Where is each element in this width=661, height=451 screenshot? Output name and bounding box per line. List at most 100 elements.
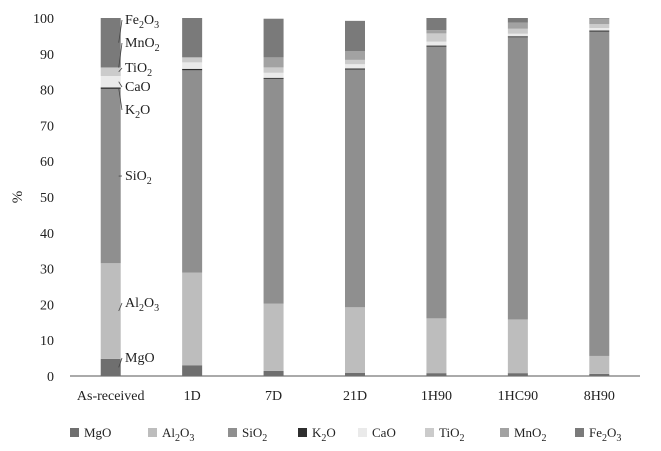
legend-swatch-tio2: [425, 428, 434, 437]
bar-segment-mno2: [507, 22, 528, 29]
y-tick-label: 10: [40, 334, 54, 349]
bar-segment-mno2: [182, 57, 203, 58]
bar-segment-tio2: [100, 67, 121, 76]
legend-label-k2o: K2O: [312, 425, 336, 444]
bar-segment-mno2: [263, 57, 284, 68]
annotation-sio2: SiO2: [125, 169, 152, 187]
bar-segment-mgo: [426, 373, 447, 376]
bar-segment-k2o: [507, 36, 528, 38]
annotation-leader: [118, 67, 123, 73]
bar-segment-al2o3: [345, 307, 365, 373]
bar-segment-sio2: [589, 31, 610, 356]
bar-segment-sio2: [182, 70, 203, 273]
x-tick-label: As-received: [77, 389, 145, 404]
legend-label-mno2: MnO2: [514, 425, 546, 444]
annotation-mno2: MnO2: [125, 36, 160, 54]
bar-segment-fe2o3: [182, 18, 203, 58]
bar-segment-al2o3: [182, 272, 203, 366]
annotation-tio2: TiO2: [125, 61, 152, 79]
bar-segment-cao: [263, 72, 284, 78]
legend-swatch-cao: [358, 428, 367, 437]
bar-segment-mgo: [182, 365, 203, 376]
annotation-fe2o3: Fe2O3: [125, 13, 159, 31]
x-tick-label: 1HC90: [498, 389, 538, 404]
bar-segment-fe2o3: [263, 18, 284, 58]
bar-segment-sio2: [345, 69, 365, 308]
x-tick-label: 7D: [265, 389, 282, 404]
bar-segment-tio2: [426, 33, 447, 42]
legend: MgO Al2O3 SiO2 K2O CaO TiO2 MnO2 Fe2O3: [70, 425, 621, 444]
bar-segment-fe2o3: [426, 18, 447, 31]
y-axis: 0 10 20 30 40 50 60 70 80 90 100%: [10, 12, 640, 385]
bar-segment-mgo: [345, 372, 365, 376]
y-tick-label: 90: [40, 48, 54, 63]
bar-segment-mgo: [589, 373, 610, 376]
bar-segment-cao: [589, 28, 610, 31]
x-tick-label: 8H90: [584, 389, 615, 404]
bar-segment-tio2: [182, 57, 203, 63]
y-tick-label: 80: [40, 84, 54, 99]
bar-segment-sio2: [426, 46, 447, 319]
x-tick-label: 21D: [343, 389, 367, 404]
bar-segment-tio2: [507, 28, 528, 34]
bar-segment-cao: [345, 64, 365, 69]
y-tick-label: 30: [40, 263, 54, 278]
bar-segment-cao: [507, 33, 528, 37]
y-tick-label: 0: [47, 370, 54, 385]
bar-segment-sio2: [100, 88, 121, 264]
legend-label-al2o3: Al2O3: [162, 425, 194, 444]
annotation-leader: [118, 19, 123, 43]
bar-segment-k2o: [100, 87, 121, 89]
annotation-leader: [118, 88, 123, 111]
y-tick-label: 100: [33, 12, 54, 27]
bar-segment-k2o: [426, 45, 447, 47]
bar-segment-sio2: [263, 78, 284, 304]
x-tick-label: 1D: [184, 389, 201, 404]
bar-segment-tio2: [589, 24, 610, 29]
annotation-cao: CaO: [125, 80, 151, 95]
annotation-al2o3: Al2O3: [125, 296, 159, 314]
bar-segment-k2o: [182, 68, 203, 71]
bar-segment-cao: [426, 41, 447, 46]
legend-label-mgo: MgO: [84, 425, 111, 440]
y-tick-label: 20: [40, 298, 54, 313]
y-tick-label: 60: [40, 155, 54, 170]
y-tick-label: 40: [40, 227, 54, 242]
legend-label-sio2: SiO2: [242, 425, 267, 444]
annotation-leader: [118, 81, 123, 88]
legend-label-fe2o3: Fe2O3: [589, 425, 621, 444]
bar-segment-al2o3: [426, 318, 447, 374]
legend-label-tio2: TiO2: [439, 425, 464, 444]
bar-segment-tio2: [345, 59, 365, 65]
bar-segment-fe2o3: [100, 18, 121, 68]
annotation-k2o: K2O: [125, 103, 150, 121]
bar-segment-al2o3: [589, 355, 610, 374]
annotation-mgo: MgO: [125, 351, 155, 366]
bar-segment-mno2: [426, 30, 447, 34]
bar-segment-k2o: [263, 77, 284, 79]
bar-segment-cao: [100, 75, 121, 88]
bar-segment-mgo: [507, 373, 528, 376]
bar-segment-fe2o3: [507, 18, 528, 23]
y-axis-label: %: [10, 191, 26, 204]
legend-swatch-k2o: [298, 428, 307, 437]
annotation-leader: [118, 42, 123, 68]
y-tick-label: 50: [40, 191, 54, 206]
bar-segment-al2o3: [263, 303, 284, 371]
bar-segment-al2o3: [507, 319, 528, 374]
bar-segment-k2o: [345, 68, 365, 70]
bar-segment-mgo: [100, 358, 121, 376]
annotation-leader: [118, 357, 123, 368]
bar-segment-mno2: [345, 51, 365, 60]
x-tick-label: 1H90: [421, 389, 452, 404]
bar-segment-al2o3: [100, 263, 121, 359]
bar-segment-fe2o3: [589, 18, 610, 19]
legend-label-cao: CaO: [372, 425, 396, 440]
bar-segment-mgo: [263, 370, 284, 376]
bar-segment-sio2: [507, 37, 528, 320]
bar-segment-fe2o3: [345, 20, 365, 52]
bar-segment-mno2: [589, 18, 610, 25]
annotation-leader: [118, 302, 123, 312]
